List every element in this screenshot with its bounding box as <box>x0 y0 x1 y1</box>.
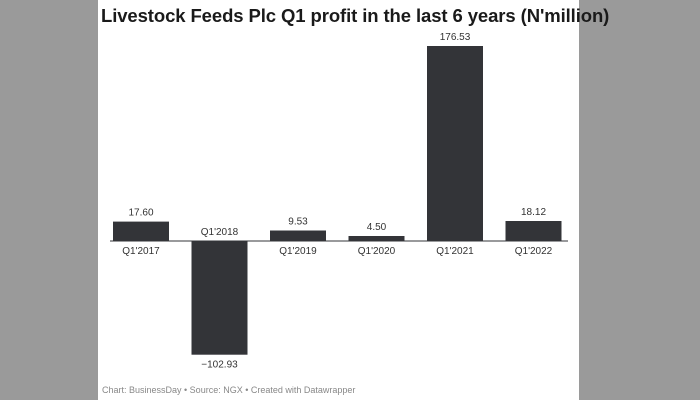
bar-4 <box>427 46 483 241</box>
value-label-3: 4.50 <box>367 222 387 233</box>
value-label-1: −102.93 <box>201 360 238 371</box>
bar-1 <box>191 241 248 355</box>
bar-5 <box>505 221 562 241</box>
category-label-2: Q1'2019 <box>279 246 317 257</box>
bar-chart: 17.60 Q1'2017 −102.93 Q1'2018 9.53 Q1'2019 4.5… <box>110 32 568 371</box>
bar-3 <box>348 236 405 241</box>
value-label-0: 17.60 <box>128 208 153 219</box>
bar-2 <box>270 230 326 241</box>
chart-source-footer: Chart: BusinessDay • Source: NGX • Creat… <box>102 385 356 395</box>
category-label-5: Q1'2022 <box>515 246 553 257</box>
category-label-4: Q1'2021 <box>436 246 474 257</box>
value-label-5: 18.12 <box>521 207 546 218</box>
category-label-3: Q1'2020 <box>358 246 396 257</box>
bar-0 <box>113 221 169 241</box>
value-label-4: 176.53 <box>440 32 471 43</box>
category-label-0: Q1'2017 <box>122 246 160 257</box>
value-label-2: 9.53 <box>288 217 308 228</box>
chart-title: Livestock Feeds Plc Q1 profit in the las… <box>101 5 610 26</box>
chart-panel: Livestock Feeds Plc Q1 profit in the las… <box>98 0 610 400</box>
category-label-1: Q1'2018 <box>201 227 239 238</box>
